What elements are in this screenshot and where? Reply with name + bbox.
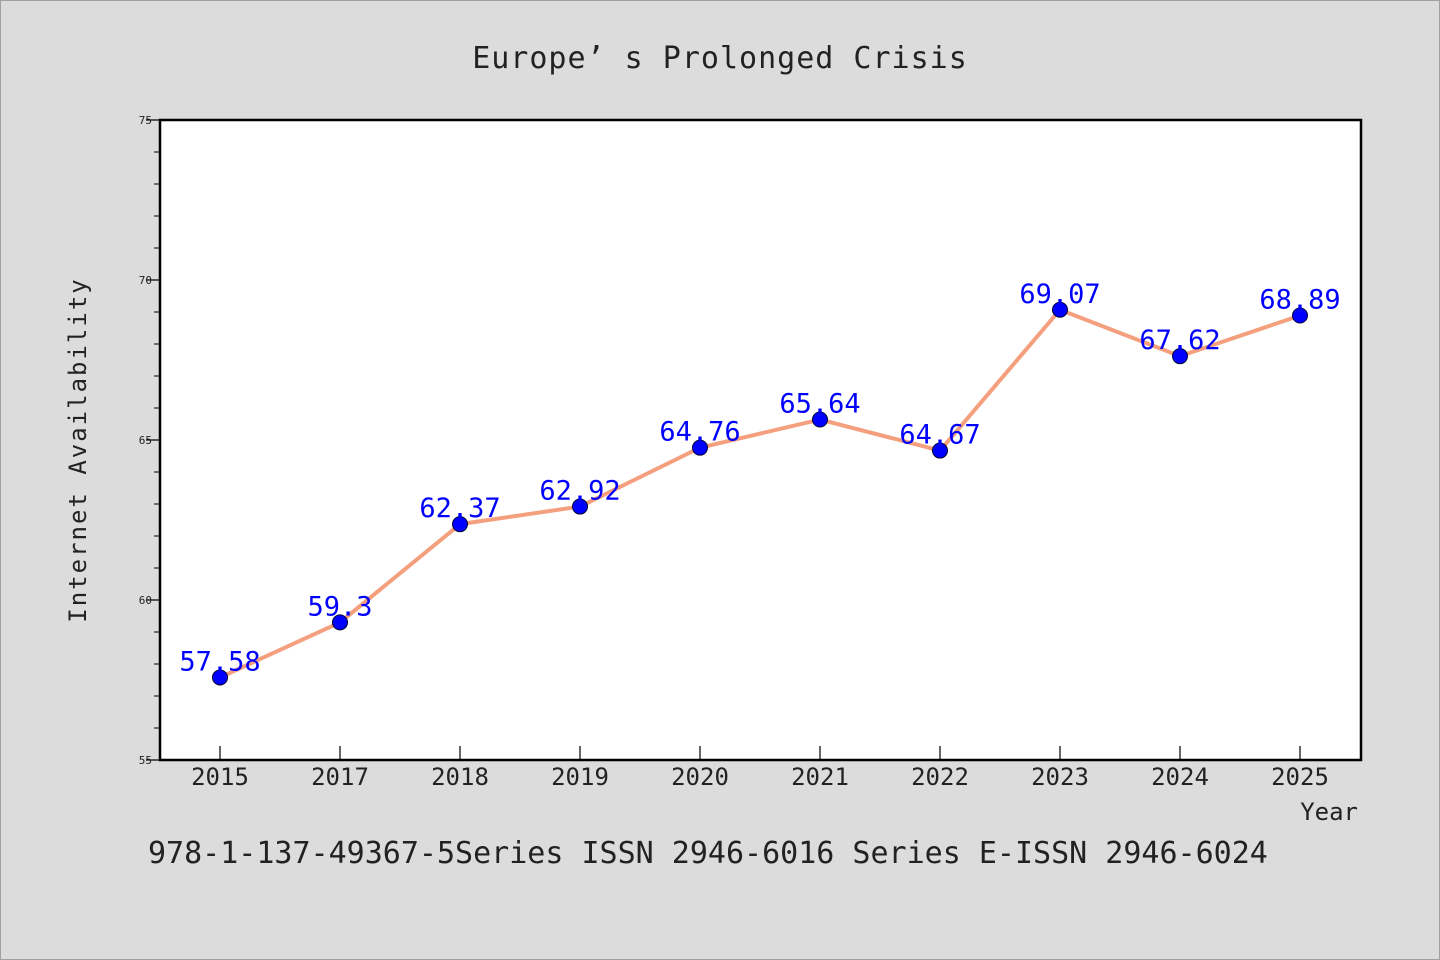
data-label: 62.92 xyxy=(539,476,620,507)
data-label: 57.58 xyxy=(179,646,260,677)
data-label: 64.76 xyxy=(659,417,740,448)
x-tick-label: 2019 xyxy=(551,763,609,791)
data-label: 59.3 xyxy=(307,591,372,622)
x-tick-label: 2021 xyxy=(791,763,849,791)
data-point xyxy=(692,439,708,456)
x-axis-label: Year xyxy=(1300,798,1358,826)
y-tick-label: 60 xyxy=(139,594,152,607)
x-tick-label: 2024 xyxy=(1151,763,1209,791)
x-tick-label: 2022 xyxy=(911,763,969,791)
data-label: 68.89 xyxy=(1259,285,1340,316)
data-point xyxy=(452,516,468,533)
data-label: 69.07 xyxy=(1019,279,1100,310)
data-point xyxy=(1172,348,1188,365)
data-point xyxy=(1292,307,1308,324)
x-tick-label: 2020 xyxy=(671,763,729,791)
data-label: 65.64 xyxy=(779,389,860,420)
y-tick-label: 65 xyxy=(139,434,152,447)
data-labels: 57.58 59.3 62.37 62.92 64.76 65.64 64.67 69.07 6… xyxy=(179,279,1340,678)
x-ticks: 2015 2017 2018 2019 2020 2021 2022 2023 2024 2025 xyxy=(191,746,1329,791)
data-point xyxy=(812,411,828,428)
plot-area xyxy=(158,118,1363,762)
y-tick-label: 70 xyxy=(139,274,152,287)
y-tick-label: 75 xyxy=(139,114,152,127)
x-tick-label: 2023 xyxy=(1031,763,1089,791)
data-label: 64.67 xyxy=(899,420,980,451)
data-label: 62.37 xyxy=(419,493,500,524)
data-point xyxy=(332,614,348,631)
data-label: 67.62 xyxy=(1139,325,1220,356)
chart-title: Europe’ s Prolonged Crisis xyxy=(472,41,968,76)
x-tick-label: 2025 xyxy=(1271,763,1329,791)
footnote-isbn: 978-1-137-49367-5Series ISSN 2946-6016 S… xyxy=(148,836,1268,871)
y-axis-label: Internet Availability xyxy=(64,277,92,622)
x-tick-label: 2015 xyxy=(191,763,249,791)
data-point xyxy=(212,669,228,686)
x-tick-label: 2018 xyxy=(431,763,489,791)
data-point xyxy=(1052,301,1068,318)
y-tick-label: 55 xyxy=(139,754,152,767)
x-tick-label: 2017 xyxy=(311,763,369,791)
data-point xyxy=(932,442,948,459)
series-line xyxy=(219,307,1301,680)
y-major-ticks: 55 60 65 70 75 xyxy=(139,114,160,767)
data-markers xyxy=(212,301,1308,686)
data-point xyxy=(572,498,588,515)
